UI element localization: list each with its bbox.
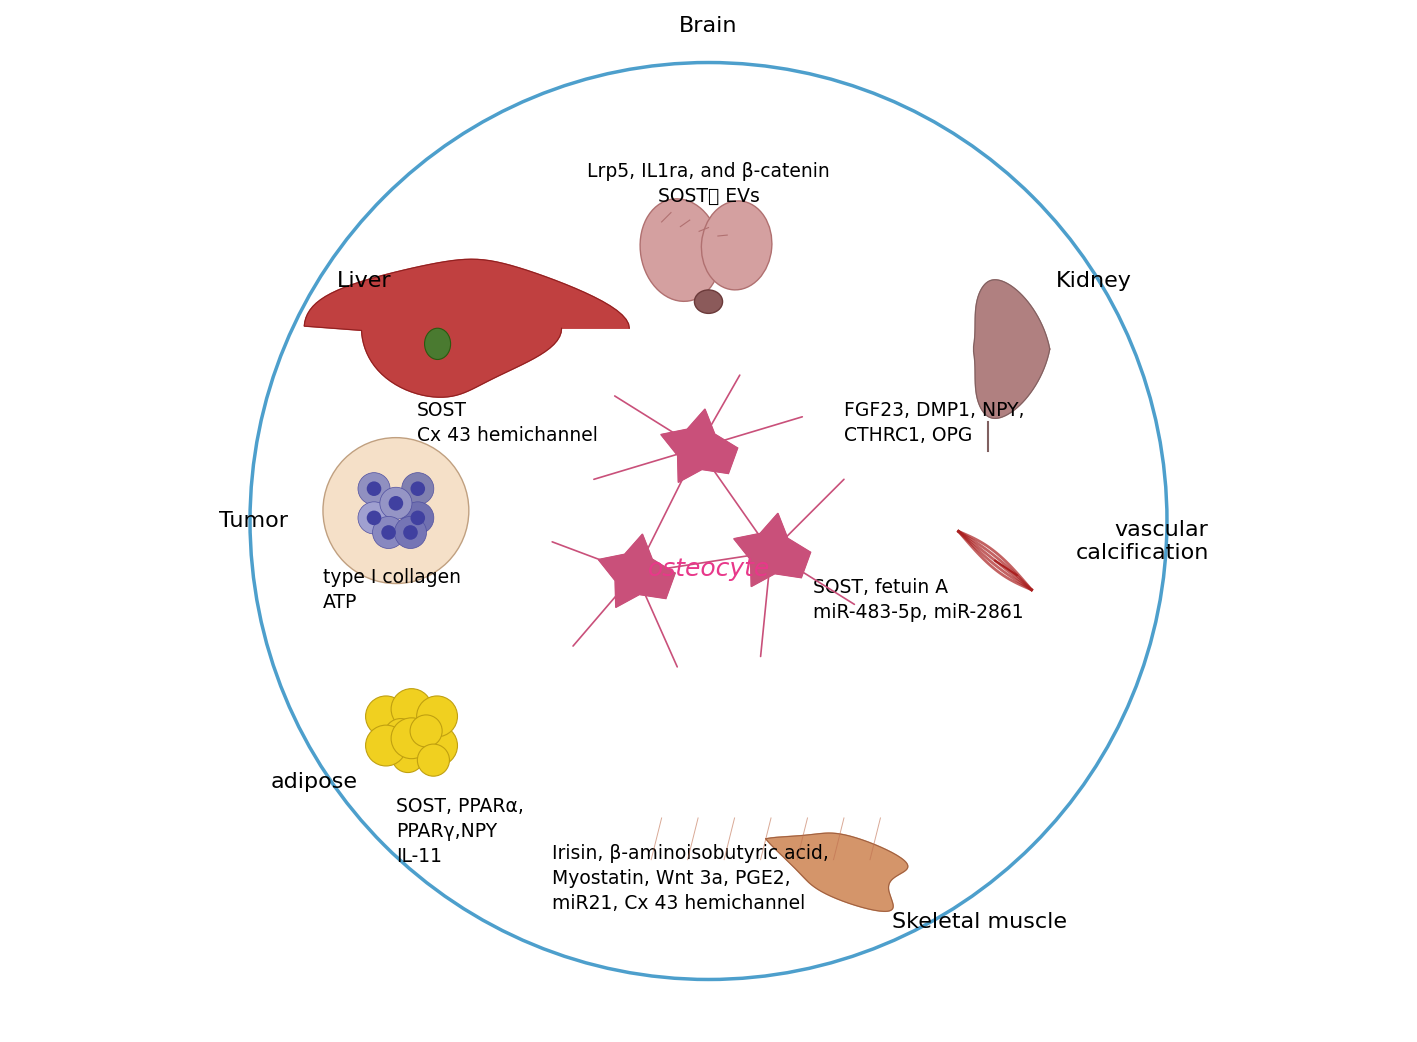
Circle shape <box>402 473 434 504</box>
Circle shape <box>367 511 381 525</box>
Circle shape <box>404 525 418 540</box>
Circle shape <box>323 438 469 584</box>
Circle shape <box>393 741 424 772</box>
Text: Brain: Brain <box>679 16 738 35</box>
Text: Skeletal muscle: Skeletal muscle <box>891 912 1067 933</box>
Ellipse shape <box>694 290 723 314</box>
Text: vascular
calcification: vascular calcification <box>1076 520 1209 564</box>
Ellipse shape <box>701 201 772 290</box>
Text: adipose: adipose <box>271 771 359 792</box>
Text: Kidney: Kidney <box>1056 271 1132 292</box>
Polygon shape <box>598 535 674 607</box>
Circle shape <box>418 744 449 776</box>
Text: Irisin, β-aminoisobutyric acid,
Myostatin, Wnt 3a, PGE2,
miR21, Cx 43 hemichanne: Irisin, β-aminoisobutyric acid, Myostati… <box>553 844 829 913</box>
Circle shape <box>380 488 412 519</box>
Circle shape <box>391 689 432 729</box>
Ellipse shape <box>640 199 721 301</box>
Polygon shape <box>305 259 629 397</box>
Text: SOST, PPARα,
PPARγ,NPY
IL-11: SOST, PPARα, PPARγ,NPY IL-11 <box>395 797 524 866</box>
Text: FGF23, DMP1, NPY,
CTHRC1, OPG: FGF23, DMP1, NPY, CTHRC1, OPG <box>845 401 1024 445</box>
Polygon shape <box>973 280 1050 418</box>
Text: Liver: Liver <box>337 271 393 292</box>
Circle shape <box>359 502 390 534</box>
Circle shape <box>384 719 417 750</box>
Circle shape <box>410 715 442 747</box>
Circle shape <box>366 725 407 766</box>
Circle shape <box>388 496 404 511</box>
Circle shape <box>417 725 458 766</box>
Text: Tumor: Tumor <box>218 511 288 531</box>
Text: Lrp5, IL1ra, and β-catenin
SOST， EVs: Lrp5, IL1ra, and β-catenin SOST， EVs <box>587 162 830 205</box>
Text: SOST, fetuin A
miR-483-5p, miR-2861: SOST, fetuin A miR-483-5p, miR-2861 <box>813 578 1023 622</box>
Circle shape <box>394 517 427 548</box>
Ellipse shape <box>425 328 451 359</box>
Circle shape <box>411 481 425 496</box>
Circle shape <box>411 511 425 525</box>
Circle shape <box>366 696 407 737</box>
Polygon shape <box>660 410 738 482</box>
Circle shape <box>402 502 434 534</box>
Polygon shape <box>765 834 908 912</box>
Polygon shape <box>734 514 811 587</box>
Circle shape <box>417 696 458 737</box>
Text: SOST
Cx 43 hemichannel: SOST Cx 43 hemichannel <box>417 401 598 445</box>
Text: type I collagen
ATP: type I collagen ATP <box>323 568 461 612</box>
Circle shape <box>391 718 432 759</box>
Circle shape <box>359 473 390 504</box>
Circle shape <box>367 481 381 496</box>
Text: osteocyte: osteocyte <box>648 557 769 581</box>
Circle shape <box>381 525 395 540</box>
Circle shape <box>373 517 405 548</box>
